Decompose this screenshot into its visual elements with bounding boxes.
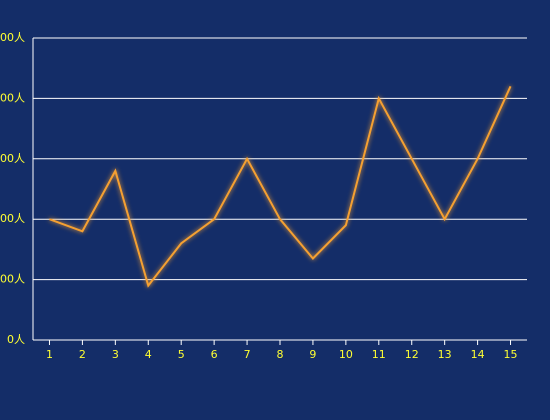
x-tick-label: 2 xyxy=(79,348,86,361)
x-tick-label: 13 xyxy=(438,348,452,361)
x-tick-label: 5 xyxy=(178,348,185,361)
y-tick-label: 0人 xyxy=(7,333,25,346)
x-tick-label: 1 xyxy=(46,348,53,361)
x-tick-label: 7 xyxy=(244,348,251,361)
x-tick-label: 3 xyxy=(112,348,119,361)
x-tick-label: 6 xyxy=(211,348,218,361)
x-tick-label: 9 xyxy=(309,348,316,361)
y-tick-label: 600人 xyxy=(0,152,25,165)
x-tick-label: 11 xyxy=(372,348,386,361)
y-tick-label: 200人 xyxy=(0,273,25,286)
x-tick-label: 4 xyxy=(145,348,152,361)
x-tick-label: 8 xyxy=(277,348,284,361)
y-tick-label: 1000人 xyxy=(0,31,25,44)
data-line xyxy=(49,85,512,288)
x-tick-label: 12 xyxy=(405,348,419,361)
x-tick-label: 14 xyxy=(471,348,485,361)
x-tick-label: 10 xyxy=(339,348,353,361)
y-tick-label: 800人 xyxy=(0,91,25,104)
x-tick-label: 15 xyxy=(504,348,518,361)
y-tick-label: 400人 xyxy=(0,212,25,225)
